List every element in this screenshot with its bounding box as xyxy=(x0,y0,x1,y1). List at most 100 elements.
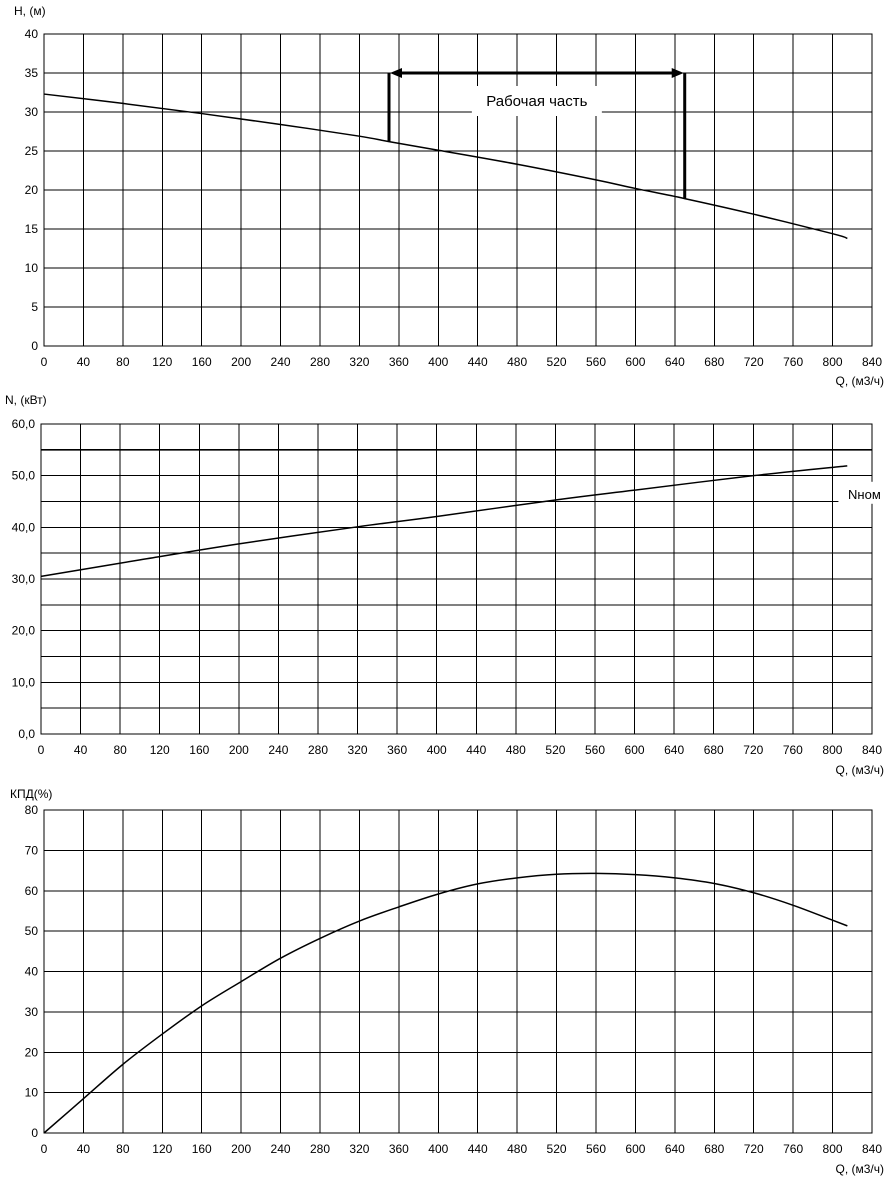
y-tick-label: 60,0 xyxy=(12,417,36,431)
y-tick-label: 70 xyxy=(25,843,39,857)
grid xyxy=(43,809,873,1134)
y-tick-label: 10 xyxy=(25,261,39,275)
x-tick-label: 840 xyxy=(862,743,882,757)
x-tick-label: 760 xyxy=(783,355,803,369)
x-tick-label: 240 xyxy=(268,743,288,757)
x-tick-label: 640 xyxy=(665,355,685,369)
x-tick-label: 720 xyxy=(744,355,764,369)
chart-panel-3: 0 40 80 120 160 200 240 280 320 360 400 440 480 520 56… xyxy=(10,787,884,1176)
x-tick-label: 840 xyxy=(862,1142,882,1156)
x-tick-label: 160 xyxy=(192,355,212,369)
y-tick-label: 40 xyxy=(25,27,39,41)
nnom-label: Nном xyxy=(848,487,881,502)
x-tick-label: 80 xyxy=(116,355,130,369)
x-tick-label: 160 xyxy=(192,1142,212,1156)
y-tick-label: 60 xyxy=(25,884,39,898)
x-tick-label: 120 xyxy=(150,743,170,757)
range-label: Рабочая часть xyxy=(486,93,587,110)
y-tick-label: 10,0 xyxy=(12,675,36,689)
x-tick-label: 280 xyxy=(308,743,328,757)
x-tick-label: 320 xyxy=(349,355,369,369)
x-tick-label: 40 xyxy=(77,1142,91,1156)
y-tick-label: 20,0 xyxy=(12,624,36,638)
x-tick-label: 200 xyxy=(231,1142,251,1156)
y-tick-label: 50 xyxy=(25,924,39,938)
x-tick-label: 640 xyxy=(664,743,684,757)
x-tick-label: 480 xyxy=(507,1142,527,1156)
x-tick-label: 160 xyxy=(189,743,209,757)
x-tick-label: 320 xyxy=(348,743,368,757)
x-tick-label: 0 xyxy=(38,743,45,757)
plot-frame xyxy=(40,423,873,735)
x-tick-label: 800 xyxy=(823,355,843,369)
x-tick-label: 680 xyxy=(704,355,724,369)
x-tick-label: 600 xyxy=(625,743,645,757)
x-tick-label: 480 xyxy=(507,355,527,369)
x-tick-label: 680 xyxy=(704,1142,724,1156)
x-tick-label: 320 xyxy=(349,1142,369,1156)
x-tick-label: 280 xyxy=(310,1142,330,1156)
y-axis-title: H, (м) xyxy=(14,4,46,18)
x-tick-label: 80 xyxy=(116,1142,130,1156)
x-tick-label: 40 xyxy=(74,743,88,757)
x-tick-label: 360 xyxy=(389,355,409,369)
x-tick-label: 560 xyxy=(586,1142,606,1156)
y-tick-label: 5 xyxy=(31,300,38,314)
series-line-2-1 xyxy=(40,465,848,578)
grid xyxy=(43,33,873,347)
x-tick-label: 40 xyxy=(77,355,91,369)
x-axis-title: Q, (м3/ч) xyxy=(835,1162,884,1176)
y-tick-label: 25 xyxy=(25,144,39,158)
x-tick-label: 240 xyxy=(271,355,291,369)
x-tick-label: 200 xyxy=(231,355,251,369)
y-tick-label: 0,0 xyxy=(18,727,35,741)
x-tick-label: 0 xyxy=(41,355,48,369)
chart-panel-2: 0 40 80 120 160 200 240 280 320 360 400 440 480 520 56… xyxy=(5,393,891,777)
x-tick-label: 440 xyxy=(468,355,488,369)
grid xyxy=(40,423,873,735)
x-tick-label: 600 xyxy=(625,355,645,369)
x-tick-label: 0 xyxy=(41,1142,48,1156)
range-arrowhead-left xyxy=(390,68,402,78)
x-tick-label: 280 xyxy=(310,355,330,369)
x-tick-label: 640 xyxy=(665,1142,685,1156)
x-tick-label: 360 xyxy=(389,1142,409,1156)
y-axis-title: N, (кВт) xyxy=(5,393,47,407)
y-tick-label: 15 xyxy=(25,222,39,236)
plot-frame xyxy=(43,809,873,1134)
nnom-label-bg xyxy=(838,481,891,504)
y-tick-label: 30 xyxy=(25,1005,39,1019)
x-tick-label: 560 xyxy=(585,743,605,757)
chart-panel-1: 0 40 80 120 160 200 240 280 320 360 400 440 480 520 56… xyxy=(14,4,884,388)
x-tick-label: 520 xyxy=(547,355,567,369)
x-tick-label: 240 xyxy=(271,1142,291,1156)
series-line-3-1 xyxy=(43,872,848,1134)
x-tick-label: 200 xyxy=(229,743,249,757)
y-tick-label: 40,0 xyxy=(12,520,36,534)
y-tick-label: 20 xyxy=(25,183,39,197)
x-tick-label: 840 xyxy=(862,355,882,369)
x-tick-label: 360 xyxy=(387,743,407,757)
y-tick-label: 80 xyxy=(25,803,39,817)
x-tick-label: 400 xyxy=(427,743,447,757)
x-tick-label: 480 xyxy=(506,743,526,757)
y-axis-title: КПД(%) xyxy=(10,787,52,801)
x-tick-label: 400 xyxy=(428,355,448,369)
y-tick-label: 10 xyxy=(25,1086,39,1100)
x-tick-label: 800 xyxy=(823,1142,843,1156)
x-tick-label: 600 xyxy=(625,1142,645,1156)
x-tick-label: 440 xyxy=(468,1142,488,1156)
range-label-bg xyxy=(471,86,602,116)
x-tick-label: 800 xyxy=(822,743,842,757)
y-tick-label: 20 xyxy=(25,1045,39,1059)
series-line-1-1 xyxy=(43,93,848,240)
x-tick-label: 520 xyxy=(547,1142,567,1156)
y-tick-label: 40 xyxy=(25,965,39,979)
x-tick-label: 400 xyxy=(428,1142,448,1156)
x-tick-label: 520 xyxy=(545,743,565,757)
x-axis-title: Q, (м3/ч) xyxy=(835,374,884,388)
x-tick-label: 720 xyxy=(744,1142,764,1156)
y-tick-label: 50,0 xyxy=(12,469,36,483)
y-tick-label: 0 xyxy=(31,1126,38,1140)
range-arrowhead-right xyxy=(671,68,684,78)
